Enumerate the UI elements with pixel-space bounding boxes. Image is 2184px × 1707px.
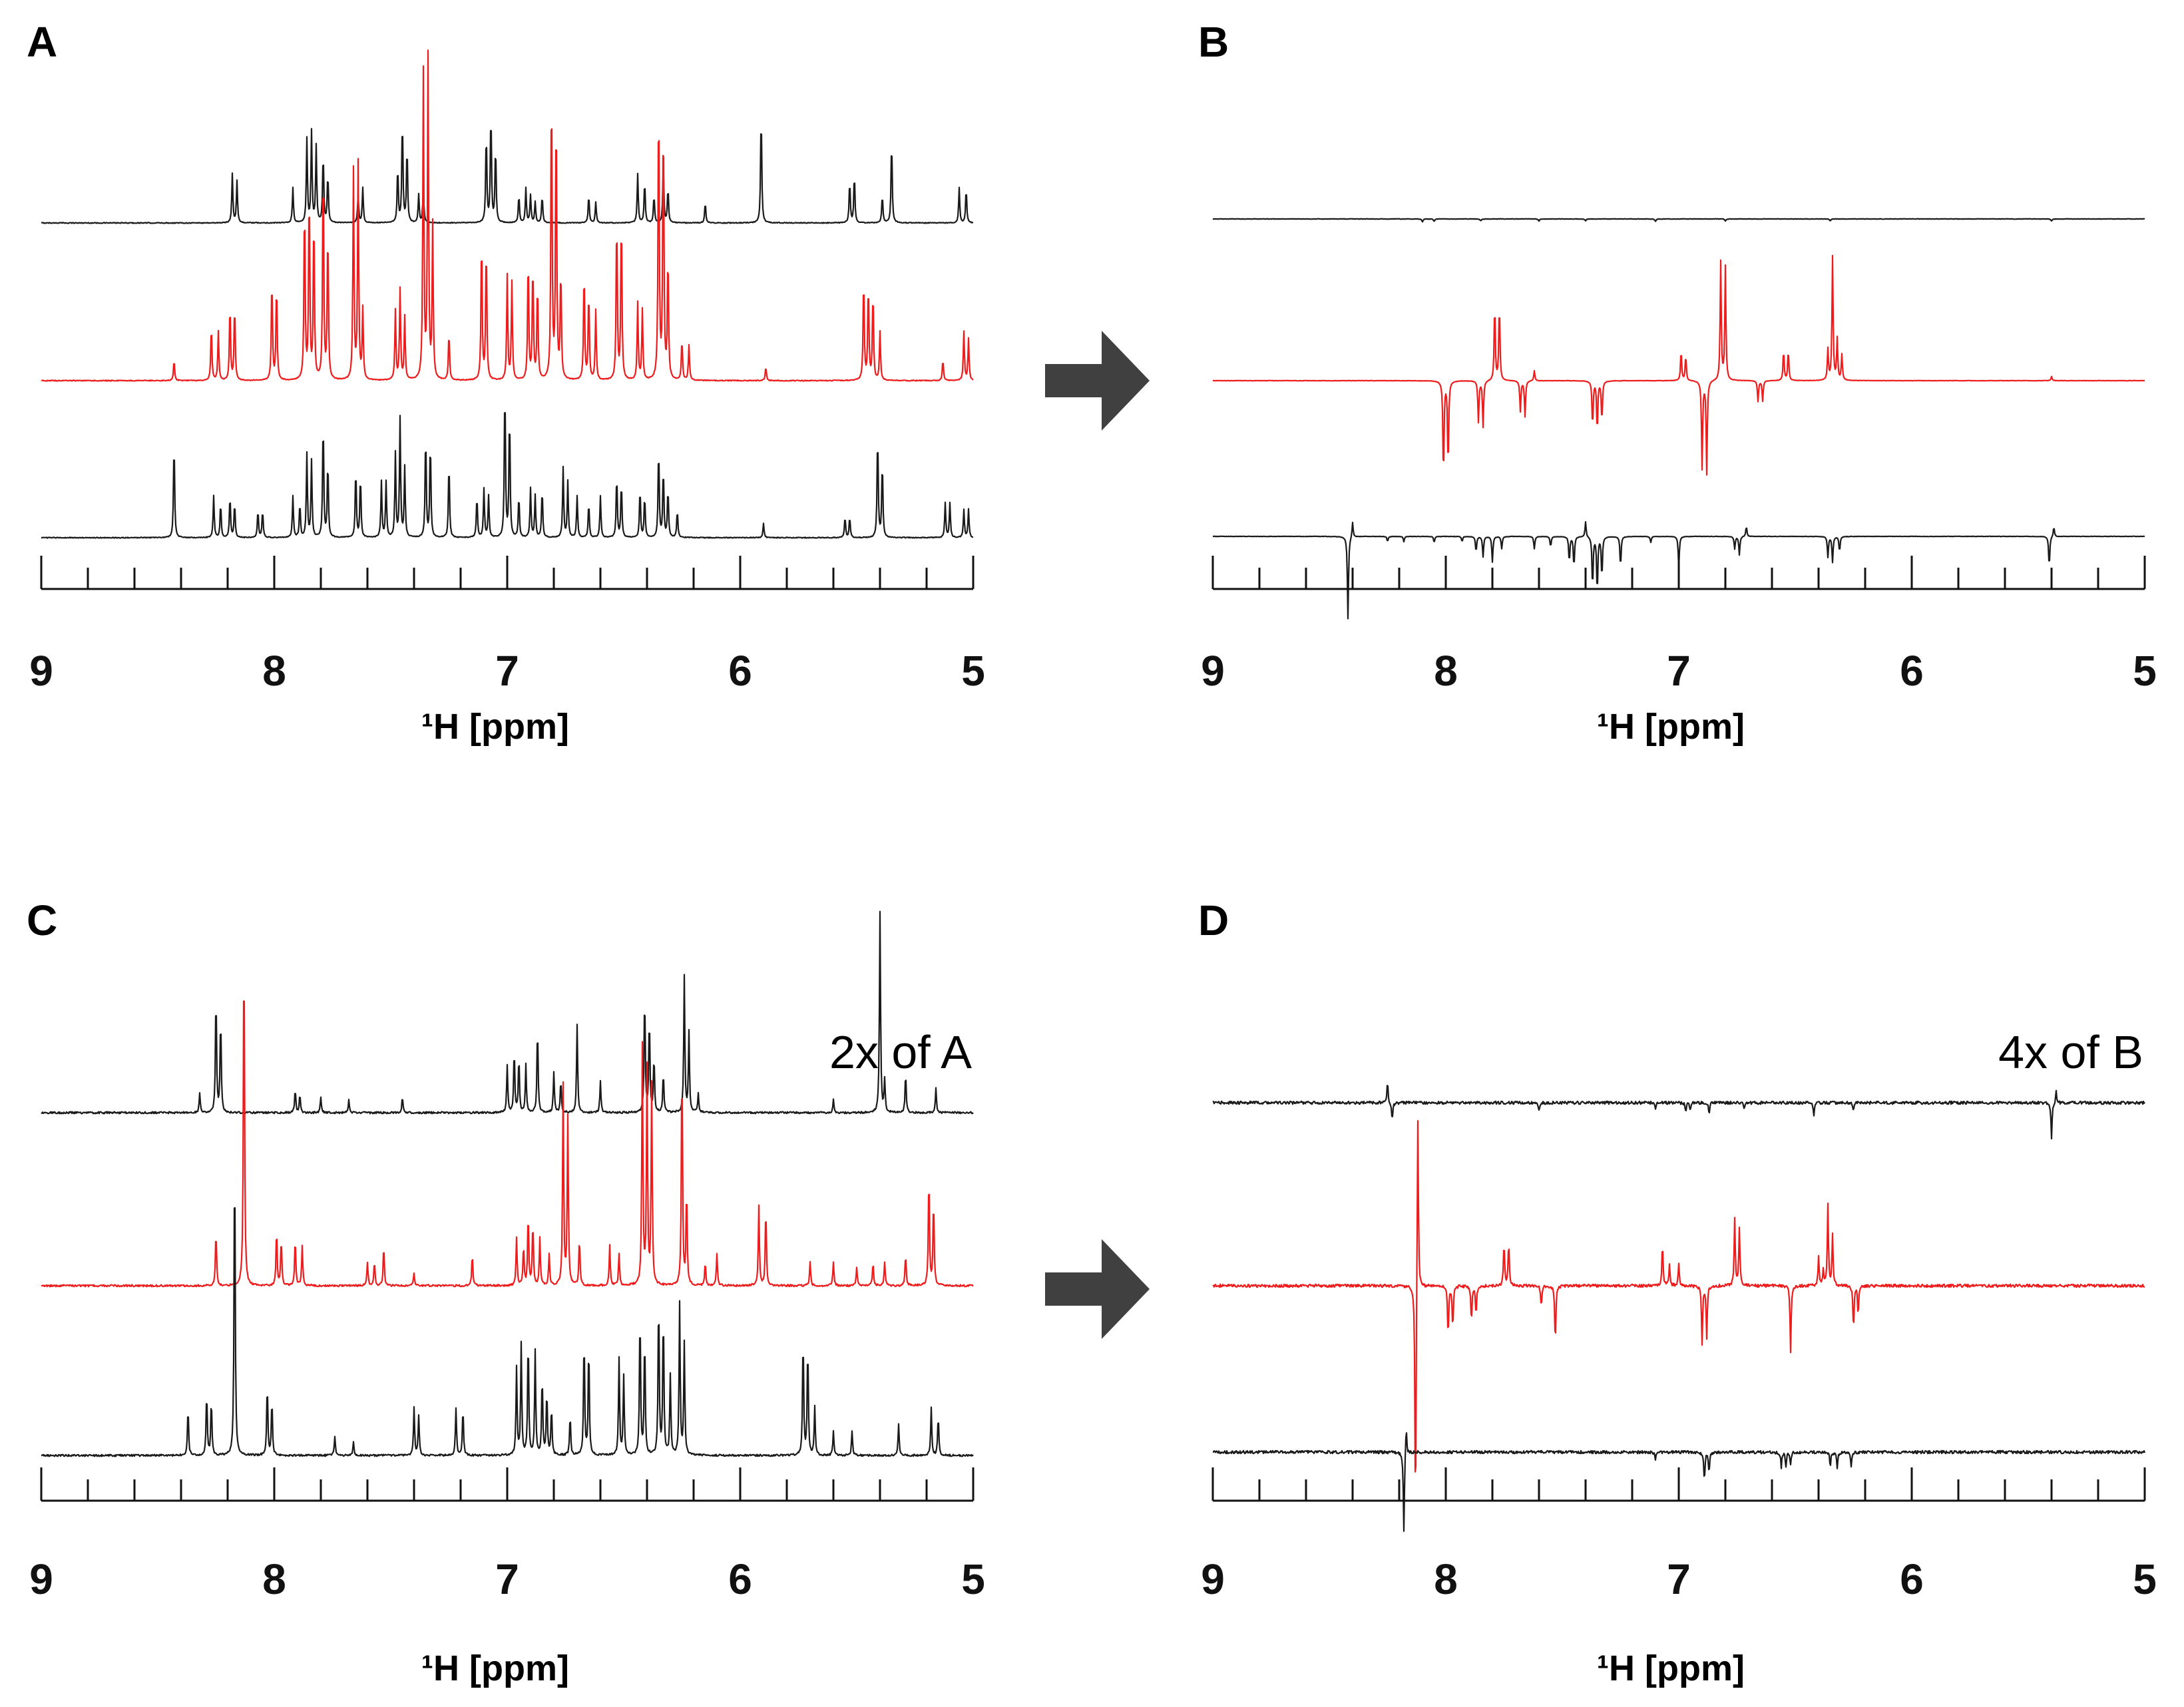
panel-a-label: A: [27, 18, 57, 66]
panel-d-axis: 9 8 7 6 5: [1201, 1467, 2157, 1603]
tick-label: 5: [961, 647, 985, 695]
panel-c-spectrum-bottom: [41, 1207, 974, 1457]
tick-label: 6: [728, 1555, 752, 1603]
panel-b-spectrum-middle: [1212, 254, 2145, 476]
panel-c-spectra: [41, 910, 974, 1457]
panel-a-axis: 9 8 7 6 5: [29, 556, 985, 695]
tick-label: 6: [1900, 1555, 1924, 1603]
tick-label: 8: [262, 1555, 286, 1603]
panel-d-spectrum-top: [1212, 1085, 2145, 1140]
tick-label: 7: [495, 1555, 519, 1603]
panel-c-axis: 9 8 7 6 5: [29, 1467, 985, 1603]
panel-c-annotation: 2x of A: [829, 1026, 972, 1078]
panel-a-spectrum-top: [41, 128, 974, 224]
tick-label: 9: [1201, 647, 1225, 695]
tick-label: 8: [1434, 1555, 1458, 1603]
panel-d: D 4x of B 9 8 7 6 5 ¹H [ppm]: [1198, 896, 2157, 1688]
panel-a-spectra: [41, 49, 974, 539]
panel-b-label: B: [1198, 18, 1229, 66]
tick-label: 5: [2133, 647, 2157, 695]
tick-label: 5: [961, 1555, 985, 1603]
panel-d-label: D: [1198, 896, 1229, 944]
panel-b-axis: 9 8 7 6 5: [1201, 556, 2157, 695]
panel-c: C 2x of A 9 8 7 6 5 ¹H [ppm]: [27, 896, 985, 1688]
panel-a-spectrum-bottom: [41, 412, 974, 539]
panel-b-spectrum-top: [1212, 218, 2145, 223]
panel-c-label: C: [27, 896, 57, 944]
tick-label: 9: [29, 647, 53, 695]
panel-d-annotation: 4x of B: [1998, 1026, 2143, 1078]
tick-label: 9: [1201, 1555, 1225, 1603]
panel-a-xlabel: ¹H [ppm]: [421, 707, 569, 747]
panel-c-spectrum-top: [41, 910, 974, 1115]
panel-c-xlabel: ¹H [ppm]: [421, 1648, 569, 1688]
tick-label: 7: [495, 647, 519, 695]
panel-d-xlabel: ¹H [ppm]: [1597, 1648, 1745, 1688]
tick-label: 8: [1434, 647, 1458, 695]
arrow-right-icon: [1045, 1239, 1150, 1339]
tick-label: 6: [728, 647, 752, 695]
panel-a-spectrum-middle: [41, 49, 974, 382]
tick-label: 7: [1667, 647, 1691, 695]
panel-c-spectrum-middle: [41, 1000, 974, 1288]
tick-label: 8: [262, 647, 286, 695]
tick-label: 5: [2133, 1555, 2157, 1603]
panel-d-spectrum-bottom: [1212, 1432, 2146, 1532]
panel-d-spectrum-middle: [1212, 1120, 2145, 1473]
tick-label: 7: [1667, 1555, 1691, 1603]
panel-d-spectra: [1212, 1085, 2146, 1532]
tick-label: 6: [1900, 647, 1924, 695]
panel-b-xlabel: ¹H [ppm]: [1597, 707, 1745, 747]
tick-label: 9: [29, 1555, 53, 1603]
panel-b: B 9 8 7 6 5 ¹H [ppm]: [1198, 18, 2157, 747]
panel-a: A 9 8 7 6 5 ¹H [ppm]: [27, 18, 985, 747]
arrow-right-icon: [1045, 331, 1150, 431]
